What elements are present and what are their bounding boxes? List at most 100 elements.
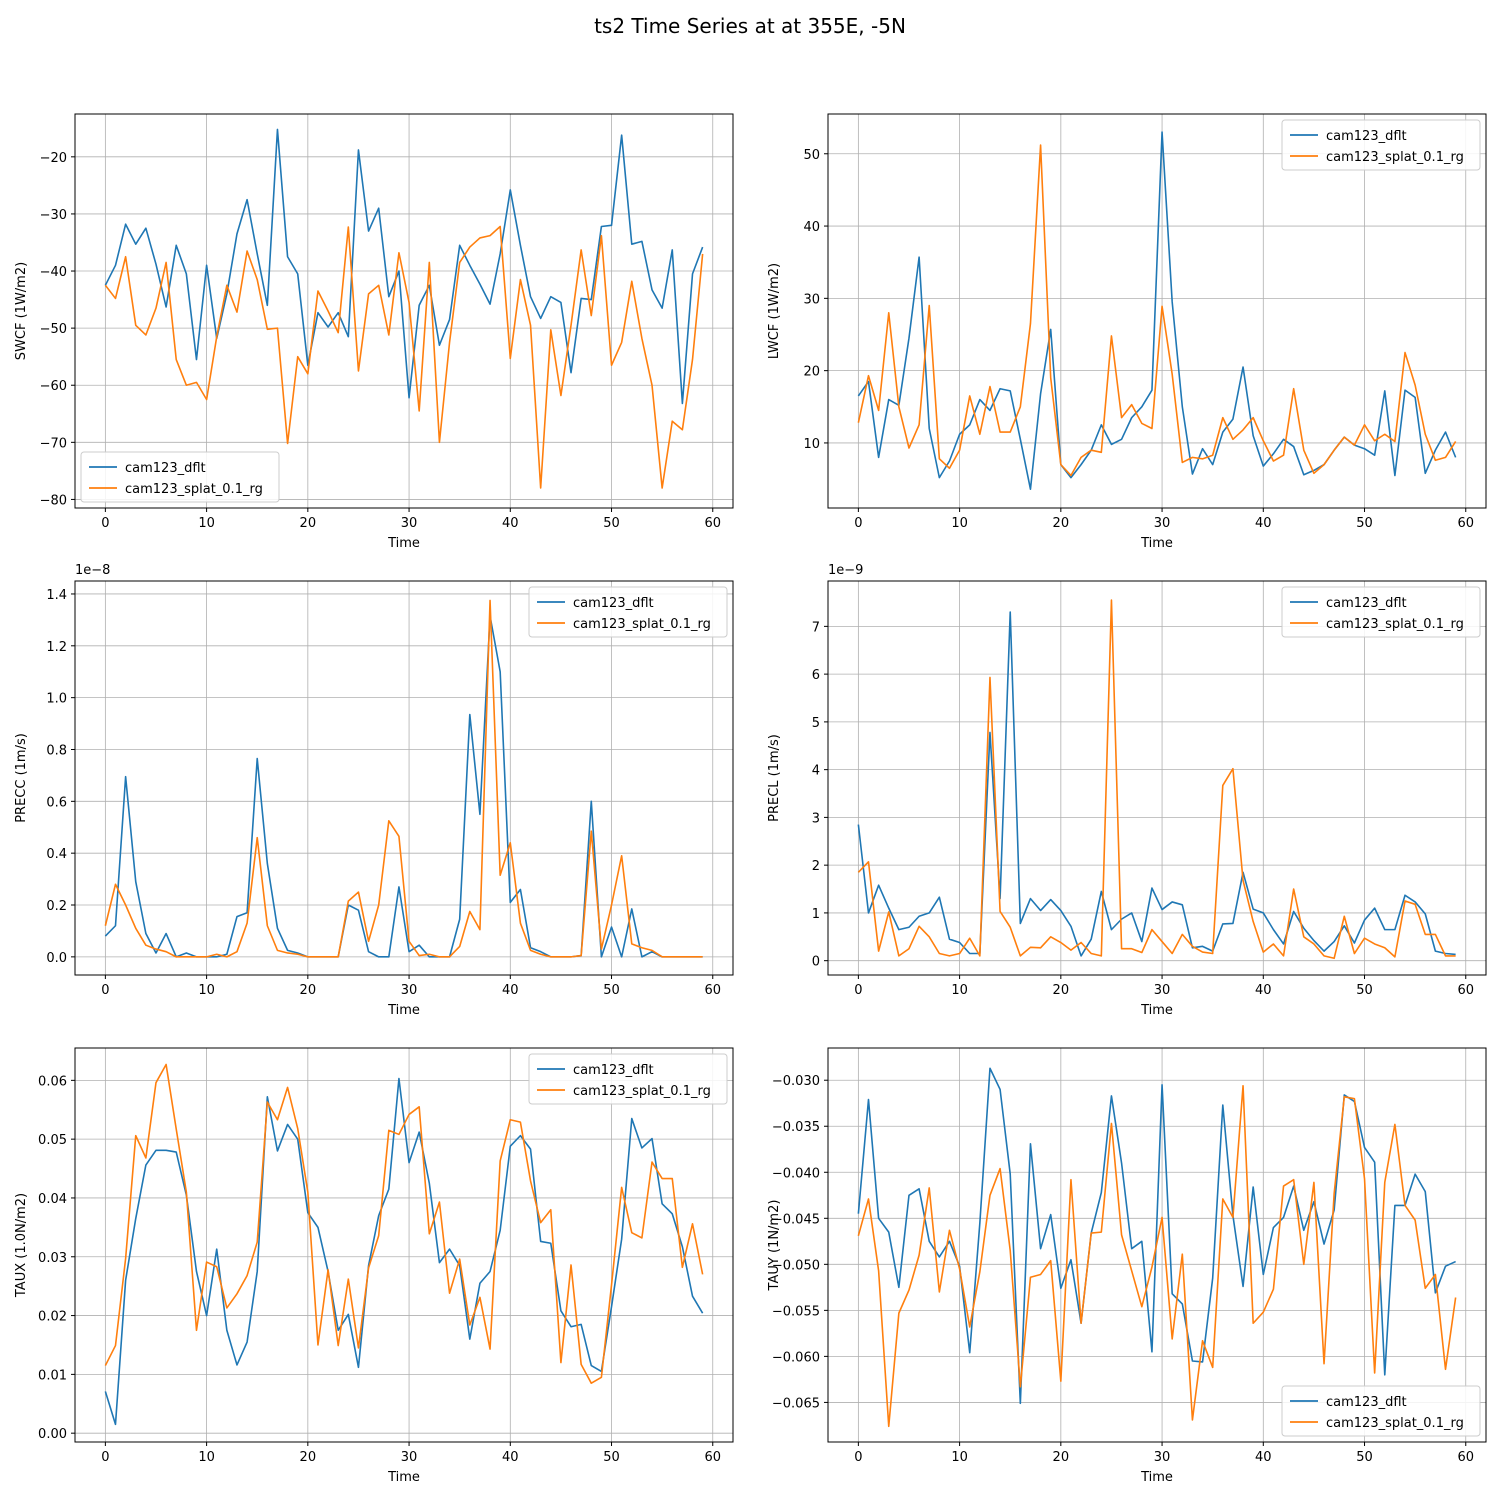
y-tick-label: 50 xyxy=(803,148,820,163)
x-tick-label: 30 xyxy=(1154,983,1171,998)
x-tick-label: 60 xyxy=(704,1450,721,1465)
legend-label: cam123_splat_0.1_rg xyxy=(573,617,711,632)
x-tick-label: 20 xyxy=(1053,516,1070,531)
y-tick-label: 0.06 xyxy=(38,1074,67,1089)
legend-box xyxy=(528,586,728,638)
x-tick-label: 40 xyxy=(1255,516,1272,531)
series-line-cam123_splat_0.1_rg xyxy=(857,144,1457,477)
y-tick-label: 0.2 xyxy=(46,899,67,914)
y-tick-label: 4 xyxy=(812,764,820,779)
x-axis-label: Time xyxy=(387,1470,420,1485)
legend-label: cam123_dflt xyxy=(1326,596,1407,611)
legend-box xyxy=(528,1053,728,1105)
legend-box xyxy=(1281,586,1481,638)
legend-label: cam123_dflt xyxy=(1326,129,1407,144)
x-tick-label: 50 xyxy=(603,983,620,998)
legend-label: cam123_splat_0.1_rg xyxy=(1326,1416,1464,1431)
legend: cam123_dflt cam123_splat_0.1_rg xyxy=(528,586,728,638)
legend: cam123_dflt cam123_splat_0.1_rg xyxy=(1281,119,1481,171)
y-tick-label: 40 xyxy=(803,220,820,235)
x-tick-label: 60 xyxy=(1457,1450,1474,1465)
y-tick-label: −0.040 xyxy=(772,1166,820,1181)
y-tick-label: 0.00 xyxy=(38,1427,67,1442)
legend-label: cam123_dflt xyxy=(573,1063,654,1078)
y-tick-label: −40 xyxy=(40,265,67,280)
y-tick-label: −80 xyxy=(40,493,67,508)
legend-label: cam123_splat_0.1_rg xyxy=(1326,617,1464,632)
x-tick-label: 30 xyxy=(401,983,418,998)
legend-label: cam123_splat_0.1_rg xyxy=(573,1084,711,1099)
y-axis-label: PRECL (1m/s) xyxy=(767,734,782,822)
x-tick-label: 10 xyxy=(951,983,968,998)
subplot-3: 0 10 20 30 40 50 60 0.0 0.2 0.4 0.6 0.8 1.0 1.2 1.4 Tim… xyxy=(14,563,734,1018)
y-tick-label: −0.060 xyxy=(772,1350,820,1365)
x-tick-label: 30 xyxy=(401,516,418,531)
x-tick-label: 10 xyxy=(951,516,968,531)
x-tick-label: 20 xyxy=(1053,983,1070,998)
y-tick-label: 5 xyxy=(812,716,820,731)
subplot-6: 0 10 20 30 40 50 60 −0.065 −0.060 −0.055 −0.050 −0.… xyxy=(767,1047,1487,1485)
legend-box xyxy=(1281,119,1481,171)
legend-label: cam123_splat_0.1_rg xyxy=(1326,150,1464,165)
y-tick-label: 3 xyxy=(812,811,820,826)
y-tick-label: 7 xyxy=(812,620,820,635)
x-tick-label: 30 xyxy=(1154,1450,1171,1465)
y-tick-label: 0.0 xyxy=(46,951,67,966)
y-tick-label: 20 xyxy=(803,365,820,380)
series-line-cam123_dflt xyxy=(104,128,704,405)
subplot-2: 0 10 20 30 40 50 60 10 20 30 40 50 Time LWCF (1W/m2) c… xyxy=(767,113,1487,551)
series-line-cam123_dflt xyxy=(857,611,1456,957)
figure-title: ts2 Time Series at at 355E, -5N xyxy=(594,14,906,38)
series-line-cam123_splat_0.1_rg xyxy=(104,1063,704,1384)
legend: cam123_dflt cam123_splat_0.1_rg xyxy=(1281,1385,1481,1437)
y-tick-label: 0.02 xyxy=(38,1310,67,1325)
x-tick-label: 50 xyxy=(603,1450,620,1465)
x-tick-label: 60 xyxy=(704,983,721,998)
y-tick-label: −60 xyxy=(40,379,67,394)
x-tick-label: 10 xyxy=(198,1450,215,1465)
axes-frame xyxy=(827,113,1487,509)
axes-frame xyxy=(74,1047,734,1443)
legend-box xyxy=(1281,1385,1481,1437)
series-line-cam123_splat_0.1_rg xyxy=(104,225,704,489)
x-tick-label: 40 xyxy=(502,983,519,998)
axes-frame xyxy=(827,580,1487,976)
x-tick-label: 10 xyxy=(198,983,215,998)
series-line-cam123_splat_0.1_rg xyxy=(104,599,703,958)
y-tick-label: −0.050 xyxy=(772,1258,820,1273)
x-tick-label: 20 xyxy=(1053,1450,1070,1465)
axis-multiplier: 1e−8 xyxy=(75,563,110,578)
x-axis-label: Time xyxy=(1140,1003,1173,1018)
x-tick-label: 60 xyxy=(1457,516,1474,531)
legend: cam123_dflt cam123_splat_0.1_rg xyxy=(528,1053,728,1105)
x-axis-label: Time xyxy=(387,1003,420,1018)
x-tick-label: 0 xyxy=(101,983,109,998)
x-tick-label: 0 xyxy=(854,516,862,531)
x-tick-label: 50 xyxy=(1356,1450,1373,1465)
x-axis-label: Time xyxy=(387,536,420,551)
legend-label: cam123_dflt xyxy=(573,596,654,611)
y-tick-label: 0.6 xyxy=(46,795,67,810)
y-tick-label: −50 xyxy=(40,322,67,337)
y-tick-label: −70 xyxy=(40,436,67,451)
x-tick-label: 0 xyxy=(101,516,109,531)
subplot-1: 0 10 20 30 40 50 60 −80 −70 −60 −50 −40 −30 −20 Time SW… xyxy=(14,113,734,551)
subplot-4: 0 10 20 30 40 50 60 0 1 2 3 4 5 6 7 Time PRECL (1m/s) 1e−… xyxy=(767,563,1487,1018)
y-tick-label: 0.8 xyxy=(46,743,67,758)
x-tick-label: 60 xyxy=(1457,983,1474,998)
series-line-cam123_splat_0.1_rg xyxy=(857,1084,1457,1428)
x-tick-label: 10 xyxy=(951,1450,968,1465)
x-tick-label: 50 xyxy=(1356,983,1373,998)
x-tick-label: 30 xyxy=(1154,516,1171,531)
y-tick-label: 0.01 xyxy=(38,1368,67,1383)
x-axis-label: Time xyxy=(1140,536,1173,551)
legend-label: cam123_dflt xyxy=(1326,1395,1407,1410)
y-axis-label: SWCF (1W/m2) xyxy=(14,262,29,360)
series-line-cam123_splat_0.1_rg xyxy=(857,599,1456,960)
x-tick-label: 30 xyxy=(401,1450,418,1465)
y-tick-label: −0.045 xyxy=(772,1212,820,1227)
y-tick-label: −0.030 xyxy=(772,1074,820,1089)
y-tick-label: −0.065 xyxy=(772,1396,820,1411)
legend-label: cam123_dflt xyxy=(125,461,206,476)
